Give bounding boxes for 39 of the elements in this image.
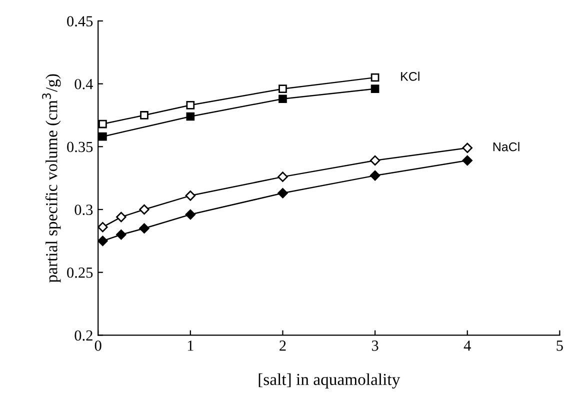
x-tick-label: 4 [464,340,471,351]
point [139,204,150,215]
y-tick-label: 0.4 [74,78,93,90]
x-tick-label: 0 [94,340,102,351]
y-tick-label: 0.2 [74,330,92,341]
point [185,209,196,220]
point [370,73,380,82]
point [140,111,148,120]
point [278,188,288,198]
point [116,230,126,240]
x-tick-label: 2 [280,340,286,351]
point [186,101,195,110]
y-tick-label: 0.35 [67,142,93,152]
point [278,84,287,93]
point [98,120,107,128]
annotation: KCl [401,72,420,81]
point [370,170,380,181]
point [98,132,107,141]
y-tick-label: 0.25 [67,267,93,278]
point [185,190,196,201]
point [370,84,380,93]
y-tick-label: 0.45 [67,16,93,26]
point [462,155,472,166]
point [139,223,150,234]
point [278,172,288,182]
point [98,222,108,232]
x-tick-label: 5 [556,340,563,351]
point [462,142,472,154]
x-tick-label: 3 [372,340,378,351]
x-axis-title: [salt] in aquamolality [258,373,400,389]
point [370,155,380,166]
point [186,112,195,121]
y-tick-label: 0.3 [74,204,93,216]
y-axis-title: partial specific volume (cm$^{3}$/g) [42,74,61,283]
point [278,94,287,104]
point [116,212,126,222]
x-tick-label: 1 [188,340,194,351]
point [98,236,108,246]
annotation: NaCl [493,142,520,152]
